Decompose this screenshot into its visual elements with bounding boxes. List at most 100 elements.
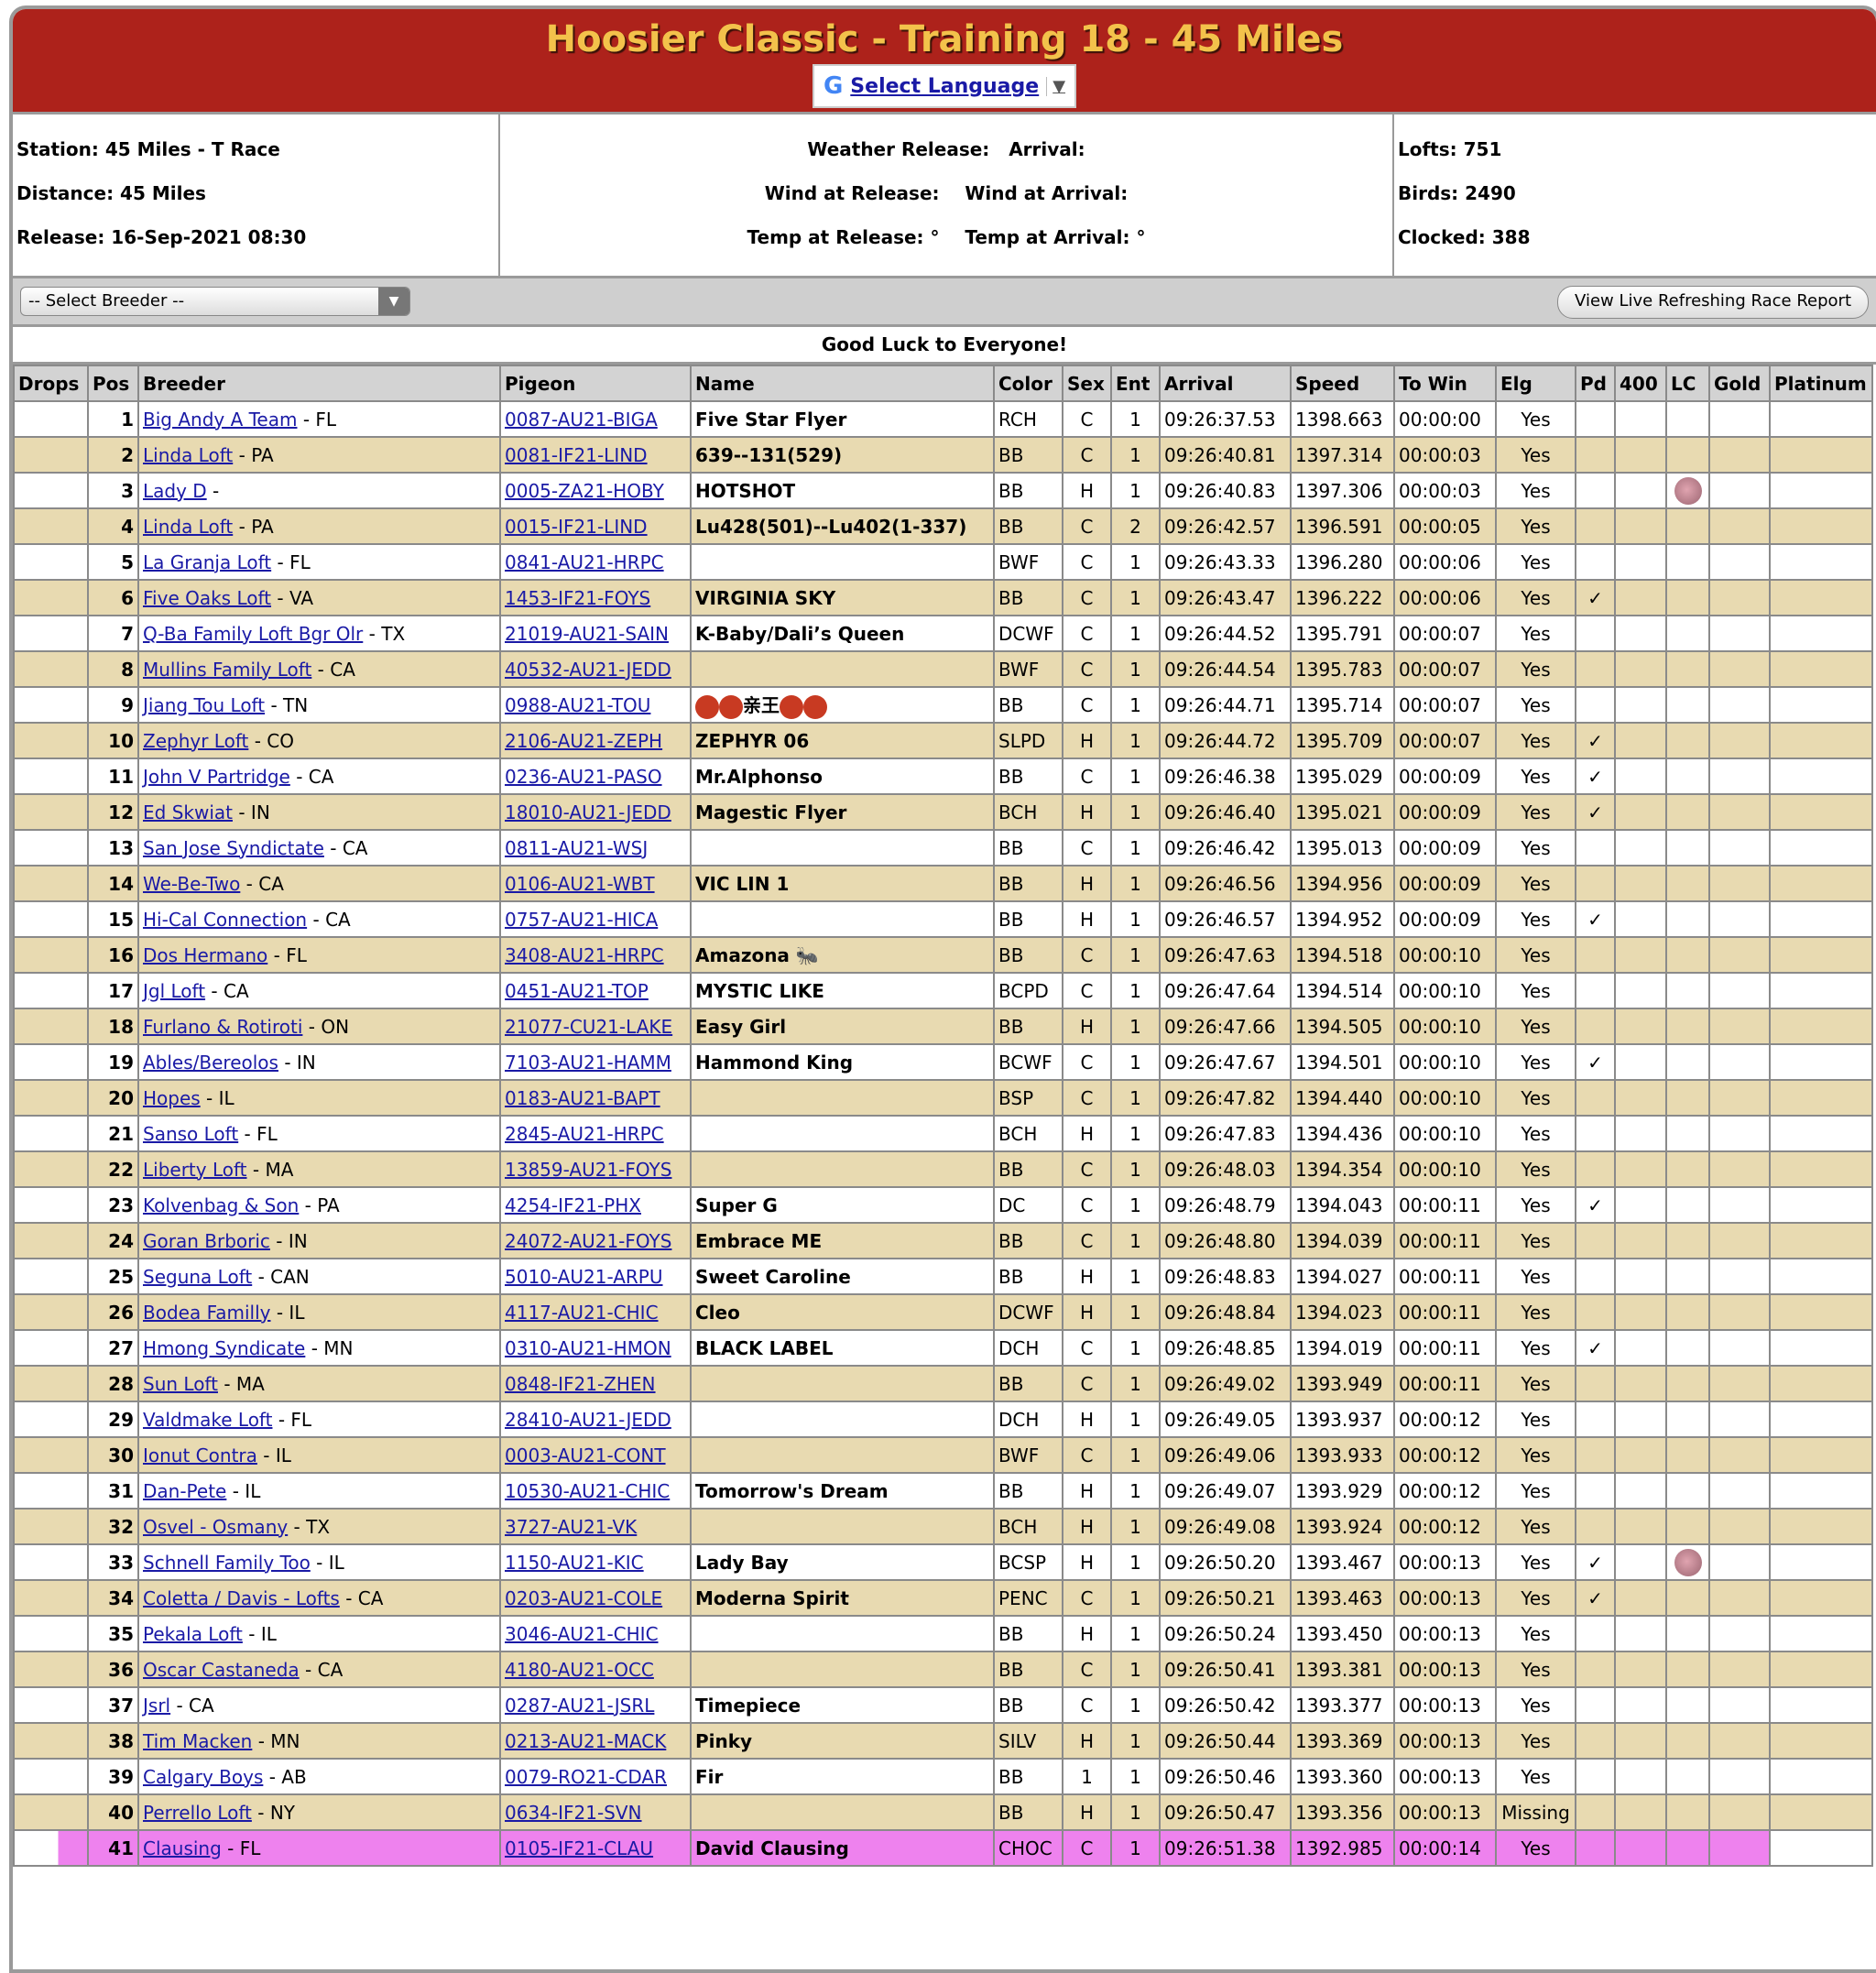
pigeon-link[interactable]: 0310-AU21-HMON xyxy=(505,1336,671,1359)
pigeon-link[interactable]: 24072-AU21-FOYS xyxy=(505,1229,672,1252)
breeder-link[interactable]: Kolvenbag & Son xyxy=(143,1194,300,1216)
pigeon-link[interactable]: 21019-AU21-SAIN xyxy=(505,622,669,645)
pigeon-link[interactable]: 0757-AU21-HICA xyxy=(505,908,659,931)
pigeon-link[interactable]: 40532-AU21-JEDD xyxy=(505,658,671,681)
breeder-link[interactable]: Bodea Familly xyxy=(143,1301,271,1324)
sex-cell: C xyxy=(1062,579,1112,616)
pigeon-link[interactable]: 0106-AU21-WBT xyxy=(505,872,655,895)
breeder-link[interactable]: Sun Loft xyxy=(143,1372,218,1395)
breeder-link[interactable]: Dan-Pete xyxy=(143,1479,227,1502)
pigeon-link[interactable]: 2106-AU21-ZEPH xyxy=(505,729,663,752)
pigeon-link[interactable]: 10530-AU21-CHIC xyxy=(505,1479,671,1502)
pigeon-link[interactable]: 0236-AU21-PASO xyxy=(505,765,662,788)
pigeon-link[interactable]: 0183-AU21-BAPT xyxy=(505,1086,660,1109)
chevron-down-icon[interactable]: ▼ xyxy=(378,288,409,315)
breeder-link[interactable]: Q-Ba Family Loft Bgr Olr xyxy=(143,622,364,645)
breeder-link[interactable]: Mullins Family Loft xyxy=(143,658,312,681)
arrival-cell: 09:26:48.03 xyxy=(1159,1150,1292,1188)
sex-cell: C xyxy=(1062,1829,1112,1867)
breeder-link[interactable]: San Jose Syndictate xyxy=(143,836,324,859)
breeder-select[interactable]: -- Select Breeder -- ▼ xyxy=(20,287,410,316)
breeder-link[interactable]: Calgary Boys xyxy=(143,1765,264,1788)
pigeon-link[interactable]: 0848-IF21-ZHEN xyxy=(505,1372,656,1395)
dropdown-arrow-icon[interactable]: ▼ xyxy=(1046,76,1065,96)
pigeon-link[interactable]: 0203-AU21-COLE xyxy=(505,1586,663,1609)
ent-cell: 1 xyxy=(1110,1579,1161,1617)
pigeon-link[interactable]: 1453-IF21-FOYS xyxy=(505,586,651,609)
pigeon-link[interactable]: 0081-IF21-LIND xyxy=(505,443,648,466)
breeder-link[interactable]: Ed Skwiat xyxy=(143,801,233,823)
drops-cell xyxy=(13,472,89,509)
pigeon-link[interactable]: 3727-AU21-VK xyxy=(505,1515,638,1538)
pigeon-link[interactable]: 0634-IF21-SVN xyxy=(505,1801,642,1824)
breeder-link[interactable]: Clausing xyxy=(143,1837,222,1859)
ent: 1 xyxy=(1129,622,1141,645)
table-row: 1 Big Andy A Team - FL 0087-AU21-BIGA Five … xyxy=(13,400,1873,438)
breeder-link[interactable]: Furlano & Rotiroti xyxy=(143,1015,303,1038)
breeder-link[interactable]: Sanso Loft xyxy=(143,1122,239,1145)
pigeon-link[interactable]: 0841-AU21-HRPC xyxy=(505,550,664,573)
breeder-link[interactable]: Dos Hermano xyxy=(143,943,268,966)
table-row: 35 Pekala Loft - IL 3046-AU21-CHIC BB H 1 09:2… xyxy=(13,1615,1873,1652)
breeder-link[interactable]: Jsrl xyxy=(143,1694,171,1717)
arrival-cell: 09:26:43.47 xyxy=(1159,579,1292,616)
pigeon-link[interactable]: 5010-AU21-ARPU xyxy=(505,1265,663,1288)
breeder-link[interactable]: Ionut Contra xyxy=(143,1444,257,1466)
pigeon-link[interactable]: 4180-AU21-OCC xyxy=(505,1658,654,1681)
breeder-link[interactable]: Linda Loft xyxy=(143,515,234,538)
breeder-link[interactable]: Tim Macken xyxy=(143,1729,253,1752)
lc-cell xyxy=(1665,686,1710,724)
breeder-link[interactable]: Pekala Loft xyxy=(143,1622,243,1645)
live-report-button[interactable]: View Live Refreshing Race Report xyxy=(1557,286,1869,319)
language-label[interactable]: Select Language xyxy=(850,74,1040,98)
color-cell: BB xyxy=(993,686,1063,724)
breeder-link[interactable]: Valdmake Loft xyxy=(143,1408,273,1431)
breeder-link[interactable]: Hopes xyxy=(143,1086,201,1109)
pigeon-link[interactable]: 7103-AU21-HAMM xyxy=(505,1051,671,1074)
column-header: To Win xyxy=(1393,365,1497,402)
pigeon-link[interactable]: 3408-AU21-HRPC xyxy=(505,943,664,966)
pigeon-link[interactable]: 4117-AU21-CHIC xyxy=(505,1301,659,1324)
breeder-link[interactable]: Goran Brboric xyxy=(143,1229,270,1252)
breeder-link[interactable]: Zephyr Loft xyxy=(143,729,249,752)
pigeon-link[interactable]: 4254-IF21-PHX xyxy=(505,1194,641,1216)
breeder-link[interactable]: Oscar Castaneda xyxy=(143,1658,300,1681)
breeder-link[interactable]: Coletta / Davis - Lofts xyxy=(143,1586,340,1609)
language-selector[interactable]: G Select Language ▼ xyxy=(812,64,1077,108)
breeder-link[interactable]: Hmong Syndicate xyxy=(143,1336,306,1359)
breeder-link[interactable]: We-Be-Two xyxy=(143,872,241,895)
pigeon-link[interactable]: 0005-ZA21-HOBY xyxy=(505,479,664,502)
pigeon-link[interactable]: 0105-IF21-CLAU xyxy=(505,1837,654,1859)
pigeon-link[interactable]: 0079-RO21-CDAR xyxy=(505,1765,668,1788)
pigeon-link[interactable]: 0087-AU21-BIGA xyxy=(505,408,658,431)
pigeon-link[interactable]: 0003-AU21-CONT xyxy=(505,1444,666,1466)
breeder-link[interactable]: John V Partridge xyxy=(143,765,290,788)
breeder-link[interactable]: Five Oaks Loft xyxy=(143,586,272,609)
breeder-link[interactable]: Schnell Family Too xyxy=(143,1551,311,1574)
pigeon-link[interactable]: 28410-AU21-JEDD xyxy=(505,1408,671,1431)
breeder-link[interactable]: Liberty Loft xyxy=(143,1158,247,1181)
pigeon-link[interactable]: 0213-AU21-MACK xyxy=(505,1729,667,1752)
pigeon-link[interactable]: 18010-AU21-JEDD xyxy=(505,801,671,823)
breeder-link[interactable]: Seguna Loft xyxy=(143,1265,253,1288)
pigeon-link[interactable]: 1150-AU21-KIC xyxy=(505,1551,644,1574)
breeder-link[interactable]: Big Andy A Team xyxy=(143,408,298,431)
pigeon-link[interactable]: 3046-AU21-CHIC xyxy=(505,1622,659,1645)
breeder-link[interactable]: Jiang Tou Loft xyxy=(143,693,266,716)
pigeon-link[interactable]: 0811-AU21-WSJ xyxy=(505,836,649,859)
pigeon-link[interactable]: 0015-IF21-LIND xyxy=(505,515,648,538)
pigeon-link[interactable]: 2845-AU21-HRPC xyxy=(505,1122,664,1145)
breeder-link[interactable]: Lady D xyxy=(143,479,207,502)
breeder-link[interactable]: La Granja Loft xyxy=(143,550,272,573)
breeder-link[interactable]: Osvel - Osmany xyxy=(143,1515,289,1538)
breeder-link[interactable]: Perrello Loft xyxy=(143,1801,252,1824)
pigeon-link[interactable]: 21077-CU21-LAKE xyxy=(505,1015,673,1038)
pigeon-link[interactable]: 0988-AU21-TOU xyxy=(505,693,651,716)
breeder-link[interactable]: Hi-Cal Connection xyxy=(143,908,308,931)
breeder-link[interactable]: Jgl Loft xyxy=(143,979,206,1002)
pigeon-link[interactable]: 0287-AU21-JSRL xyxy=(505,1694,655,1717)
pigeon-link[interactable]: 13859-AU21-FOYS xyxy=(505,1158,672,1181)
breeder-link[interactable]: Ables/Bereolos xyxy=(143,1051,278,1074)
pigeon-link[interactable]: 0451-AU21-TOP xyxy=(505,979,649,1002)
breeder-link[interactable]: Linda Loft xyxy=(143,443,234,466)
